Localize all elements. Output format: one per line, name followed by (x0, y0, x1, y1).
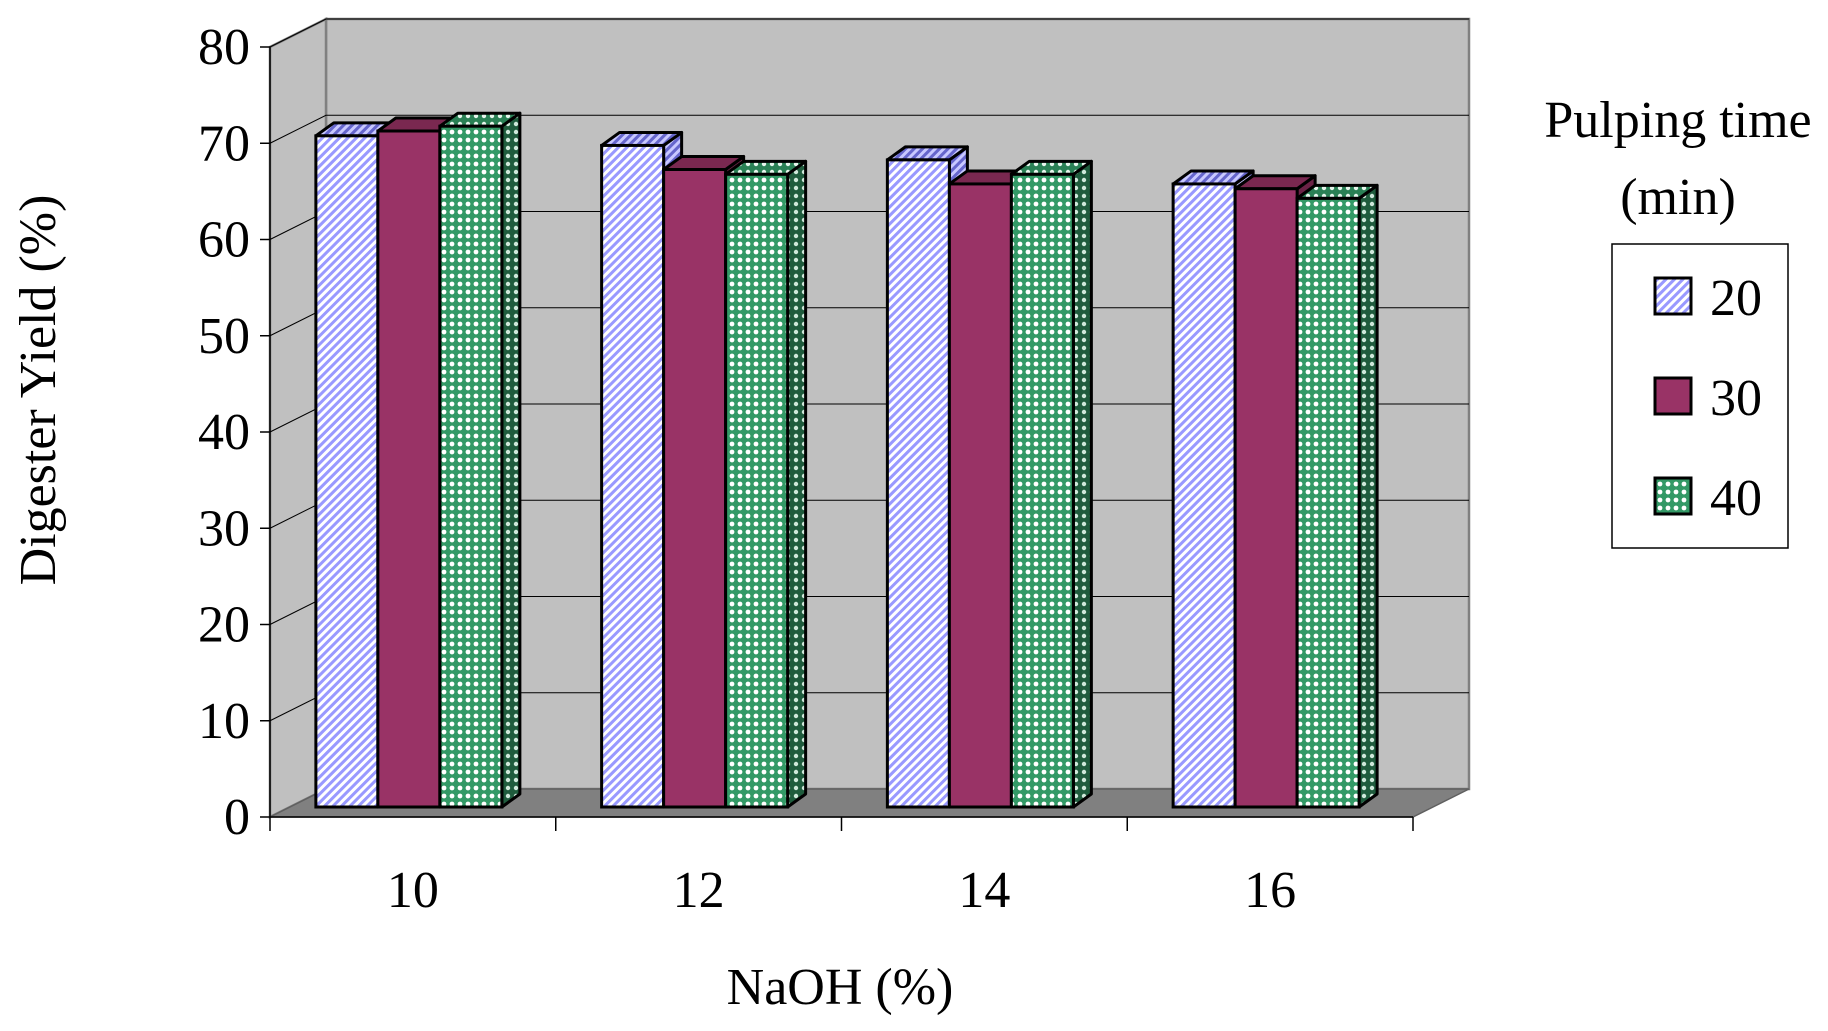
bars (314, 111, 1379, 809)
x-axis-title: NaOH (%) (727, 959, 954, 1016)
legend-label-20: 20 (1710, 270, 1762, 327)
bar-front (1009, 172, 1075, 809)
bar-side (1071, 159, 1093, 809)
bar-front (438, 124, 504, 809)
bar-front (376, 129, 442, 809)
bar-front (600, 143, 666, 809)
legend-title-line-2: (min) (1620, 169, 1736, 226)
legend-box (1611, 243, 1789, 549)
y-tick-label: 30 (198, 500, 250, 557)
bar-40-16 (1295, 183, 1379, 809)
bar-front (885, 158, 951, 809)
legend-swatch-20 (1653, 276, 1693, 316)
bar-front (1171, 182, 1237, 809)
x-tick-label: 14 (958, 862, 1010, 919)
bar-40-14 (1009, 159, 1093, 809)
bar-40-10 (438, 111, 522, 809)
legend-items: 20 30 40 (1653, 270, 1762, 527)
y-tick-label: 0 (224, 789, 250, 846)
gridline (269, 114, 1469, 144)
bar-front (724, 172, 790, 809)
legend-swatch-40 (1653, 476, 1693, 516)
y-tick-label: 80 (198, 19, 250, 76)
bar-side (500, 111, 522, 809)
bar-front (1233, 187, 1299, 809)
y-tick-label: 20 (198, 597, 250, 654)
legend-title-line-1: Pulping time (1544, 92, 1811, 149)
gridline (269, 18, 1469, 48)
x-tick-label: 16 (1244, 862, 1296, 919)
y-axis-title: Digester Yield (%) (10, 195, 67, 586)
x-tick-label: 10 (387, 862, 439, 919)
legend: Pulping time (min) 20 30 40 (1544, 92, 1812, 549)
y-tick-label: 60 (198, 212, 250, 269)
y-tick-label: 70 (198, 115, 250, 172)
bar-front (947, 182, 1013, 809)
bar-front (314, 134, 380, 809)
legend-label-30: 30 (1710, 370, 1762, 427)
axis-ticks: 0 10 20 30 40 50 60 70 80 10 12 14 16 (198, 19, 1414, 919)
legend-swatch-30 (1653, 376, 1693, 416)
bar-side (1357, 183, 1379, 809)
y-tick-label: 40 (198, 404, 250, 461)
bar-40-12 (724, 159, 808, 809)
y-tick-label: 10 (198, 693, 250, 750)
bar-side (786, 159, 808, 809)
legend-label-40: 40 (1710, 470, 1762, 527)
y-tick-label: 50 (198, 308, 250, 365)
x-tick-label: 12 (673, 862, 725, 919)
bar-front (662, 168, 728, 809)
bar-front (1295, 196, 1361, 809)
